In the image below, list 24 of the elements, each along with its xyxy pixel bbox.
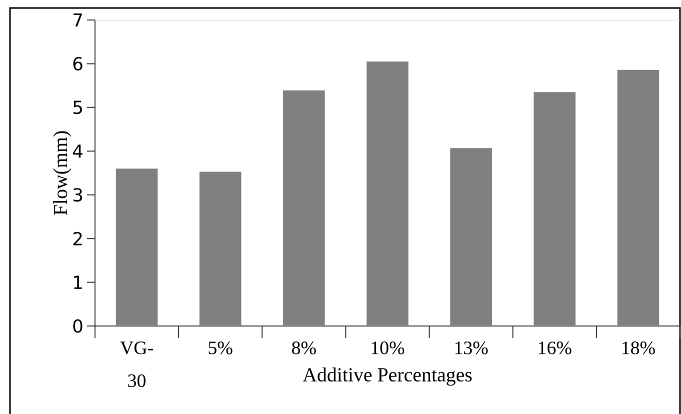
x-tick-label: 16% (538, 342, 572, 354)
bar (534, 92, 576, 326)
y-tick-label: 6 (73, 56, 82, 70)
y-tick-label: 0 (73, 319, 82, 333)
x-tick-label: 13% (455, 342, 488, 354)
bar (617, 70, 660, 326)
bar (116, 168, 158, 326)
x-tick-label: VG-30 (120, 342, 153, 388)
bar (366, 62, 408, 326)
y-tick-label: 7 (74, 13, 82, 27)
x-tick-label: 8% (292, 342, 316, 354)
x-tick-label: 10% (372, 342, 404, 354)
x-axis-title: Additive Percentages (302, 368, 472, 386)
y-tick-label: 1 (74, 276, 82, 289)
y-axis-title: Flow(mm) (53, 131, 72, 216)
y-tick-label: 4 (72, 144, 82, 158)
x-tick-label: 18% (622, 342, 655, 354)
y-tick-label: 5 (73, 100, 82, 114)
y-tick-label: 3 (73, 188, 82, 202)
bar (283, 90, 325, 326)
x-tick-label: 5% (208, 342, 232, 354)
y-tick-label: 2 (73, 232, 82, 246)
bar (450, 148, 492, 326)
bar (199, 172, 242, 326)
